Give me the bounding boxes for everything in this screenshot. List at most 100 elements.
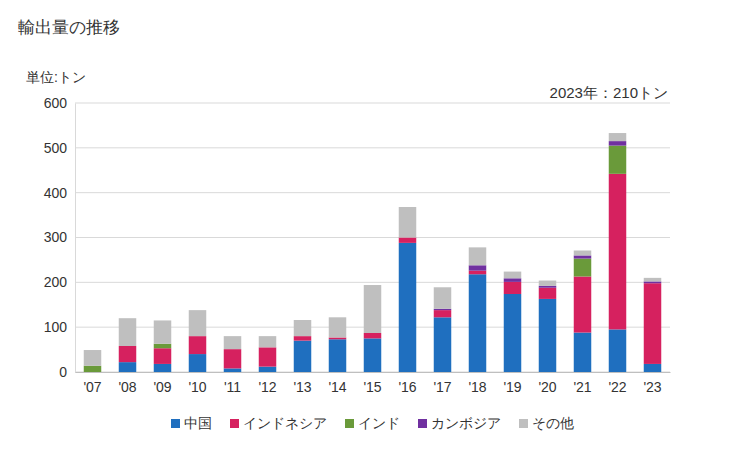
bar — [469, 274, 487, 372]
bar — [154, 364, 172, 372]
x-tick: '07 — [83, 372, 101, 395]
bar — [154, 348, 172, 364]
x-tick-label: '17 — [433, 379, 451, 395]
x-axis: '07'08'09'10'11'12'13'14'15'16'17'18'19'… — [76, 372, 671, 395]
y-tick: 0 — [59, 364, 75, 380]
x-tick-label: '20 — [538, 379, 556, 395]
grid-line — [75, 237, 670, 238]
y-tick-label: 400 — [44, 185, 68, 201]
grid-line — [75, 192, 670, 193]
x-tick-label: '21 — [573, 379, 591, 395]
grid — [75, 103, 670, 372]
x-tick-label: '15 — [363, 379, 381, 395]
bar — [434, 310, 452, 317]
x-tick: '09 — [153, 372, 171, 395]
y-tick-label: 300 — [44, 229, 68, 245]
y-tick: 500 — [44, 140, 75, 156]
bar — [189, 354, 207, 372]
x-tick-label: '14 — [328, 379, 346, 395]
y-tick: 600 — [44, 95, 75, 111]
bar — [574, 251, 592, 256]
bar — [84, 350, 102, 366]
y-tick-label: 500 — [44, 140, 68, 156]
legend-label: インドネシア — [243, 415, 327, 431]
bar — [364, 285, 382, 333]
legend-label: 中国 — [184, 415, 212, 431]
legend-swatch — [418, 419, 427, 428]
bar — [434, 310, 452, 311]
x-tick: '15 — [363, 372, 381, 395]
bar — [434, 287, 452, 309]
y-label: 単位:トン — [26, 69, 86, 85]
bar — [399, 238, 417, 243]
bar — [364, 338, 382, 372]
bar — [224, 368, 242, 372]
y-tick-label: 200 — [44, 274, 68, 290]
x-tick-label: '22 — [608, 379, 626, 395]
bar — [539, 281, 557, 286]
bar — [469, 271, 487, 275]
bar — [574, 255, 592, 258]
bar — [294, 320, 312, 336]
bar — [539, 288, 557, 299]
bar — [644, 364, 662, 372]
legend-label: インド — [358, 415, 400, 431]
bar — [294, 336, 312, 340]
bar — [399, 243, 417, 372]
title: 輸出量の推移 — [18, 18, 120, 37]
bar — [189, 336, 207, 354]
bar — [434, 309, 452, 310]
legend-swatch — [230, 419, 239, 428]
bar — [329, 337, 347, 339]
bar — [574, 259, 592, 277]
bar — [259, 347, 277, 366]
x-tick-label: '10 — [188, 379, 206, 395]
x-tick: '20 — [538, 372, 556, 395]
bar — [364, 333, 382, 338]
bar — [644, 281, 662, 283]
bar — [504, 272, 522, 279]
bar — [119, 346, 137, 362]
bar — [434, 317, 452, 372]
grid-line — [75, 103, 670, 104]
x-tick: '13 — [293, 372, 311, 395]
x-tick-label: '09 — [153, 379, 171, 395]
legend-item: インド — [345, 415, 400, 431]
bar — [224, 349, 242, 368]
x-tick: '14 — [328, 372, 346, 395]
plot: 0100200300400500600'07'08'09'10'11'12'13… — [44, 95, 671, 395]
bar — [84, 366, 102, 372]
bar — [329, 339, 347, 372]
x-tick: '10 — [188, 372, 206, 395]
x-tick-label: '11 — [224, 379, 241, 395]
y-tick-label: 100 — [44, 319, 68, 335]
bar — [154, 320, 172, 343]
x-tick-label: '16 — [398, 379, 416, 395]
y-tick: 100 — [44, 319, 75, 335]
legend-swatch — [171, 419, 180, 428]
legend-swatch — [519, 419, 528, 428]
x-tick: '08 — [118, 372, 136, 395]
bar — [539, 286, 557, 288]
x-tick-label: '07 — [83, 379, 101, 395]
x-axis-line — [76, 372, 671, 373]
bar — [154, 344, 172, 348]
bars — [84, 133, 662, 372]
legend-item: カンボジア — [418, 415, 501, 431]
bar — [189, 310, 207, 336]
y-tick-label: 0 — [59, 364, 67, 380]
legend-label: カンボジア — [431, 415, 501, 431]
legend-item: 中国 — [171, 415, 212, 431]
y-axis-line — [75, 104, 76, 373]
bar — [609, 141, 627, 145]
x-tick: '18 — [468, 372, 486, 395]
bar — [504, 294, 522, 372]
bar — [574, 277, 592, 333]
bar — [644, 278, 662, 282]
series — [434, 141, 662, 310]
bar — [259, 367, 277, 372]
x-tick-label: '23 — [643, 379, 661, 395]
y-tick-label: 600 — [44, 95, 68, 111]
y-tick: 400 — [44, 185, 75, 201]
bar — [609, 133, 627, 141]
